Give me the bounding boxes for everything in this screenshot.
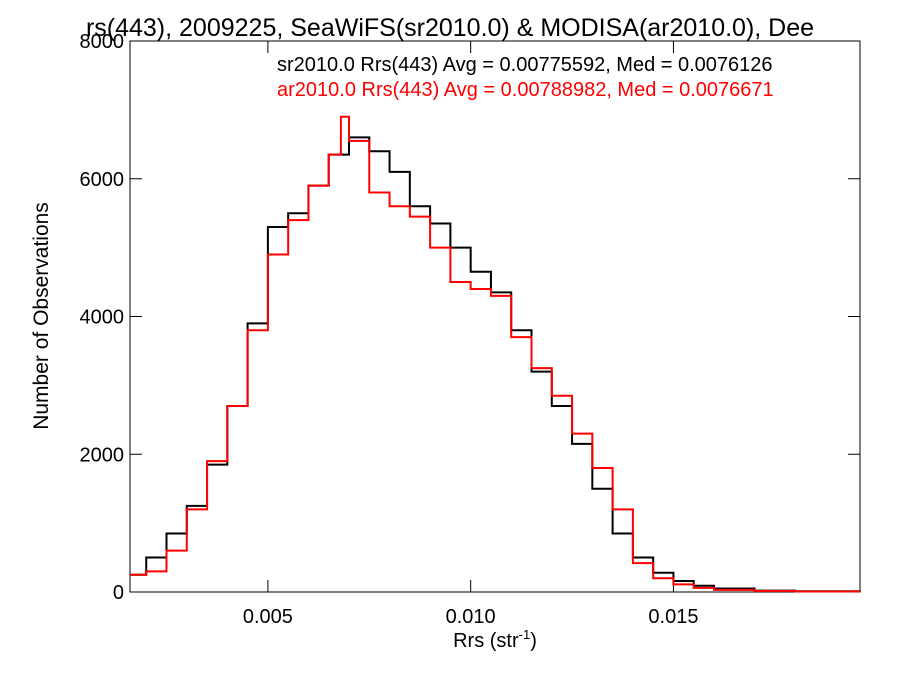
legend-entry-red: ar2010.0 Rrs(443) Avg = 0.00788982, Med … [277, 79, 774, 101]
series-line-sr2010.0 [130, 136, 861, 593]
x-axis: 0.005 0.010 0.015 [243, 41, 698, 628]
y-tick-label: 8000 [80, 31, 125, 53]
legend-entry-black: sr2010.0 Rrs(443) Avg = 0.00775592, Med … [277, 54, 773, 76]
legend: sr2010.0 Rrs(443) Avg = 0.00775592, Med … [277, 54, 774, 101]
x-axis-label-superscript: -1 [519, 627, 531, 642]
y-tick-label: 2000 [80, 444, 125, 466]
y-tick-label: 6000 [80, 169, 125, 191]
x-axis-label-main: Rrs (str [453, 630, 519, 652]
series-layer [130, 115, 861, 593]
x-tick-label: 0.015 [648, 606, 698, 628]
x-tick-label: 0.010 [446, 606, 496, 628]
x-axis-label-suffix: ) [530, 630, 537, 652]
plot-area: 0 2000 4000 6000 8000 0.005 0.010 0.015 [80, 31, 861, 628]
y-tick-label: 4000 [80, 307, 125, 329]
chart-title: rs(443), 2009225, SeaWiFS(sr2010.0) & MO… [86, 14, 814, 42]
x-axis-label: Rrs (str-1) [453, 627, 537, 652]
plot-frame [129, 40, 861, 593]
y-tick-label: 0 [113, 582, 124, 604]
y-axis-label: Number of Observations [30, 202, 53, 430]
x-tick-label: 0.005 [243, 606, 293, 628]
y-axis: 0 2000 4000 6000 8000 [80, 31, 860, 604]
series-line-ar2010.0 [130, 115, 861, 593]
